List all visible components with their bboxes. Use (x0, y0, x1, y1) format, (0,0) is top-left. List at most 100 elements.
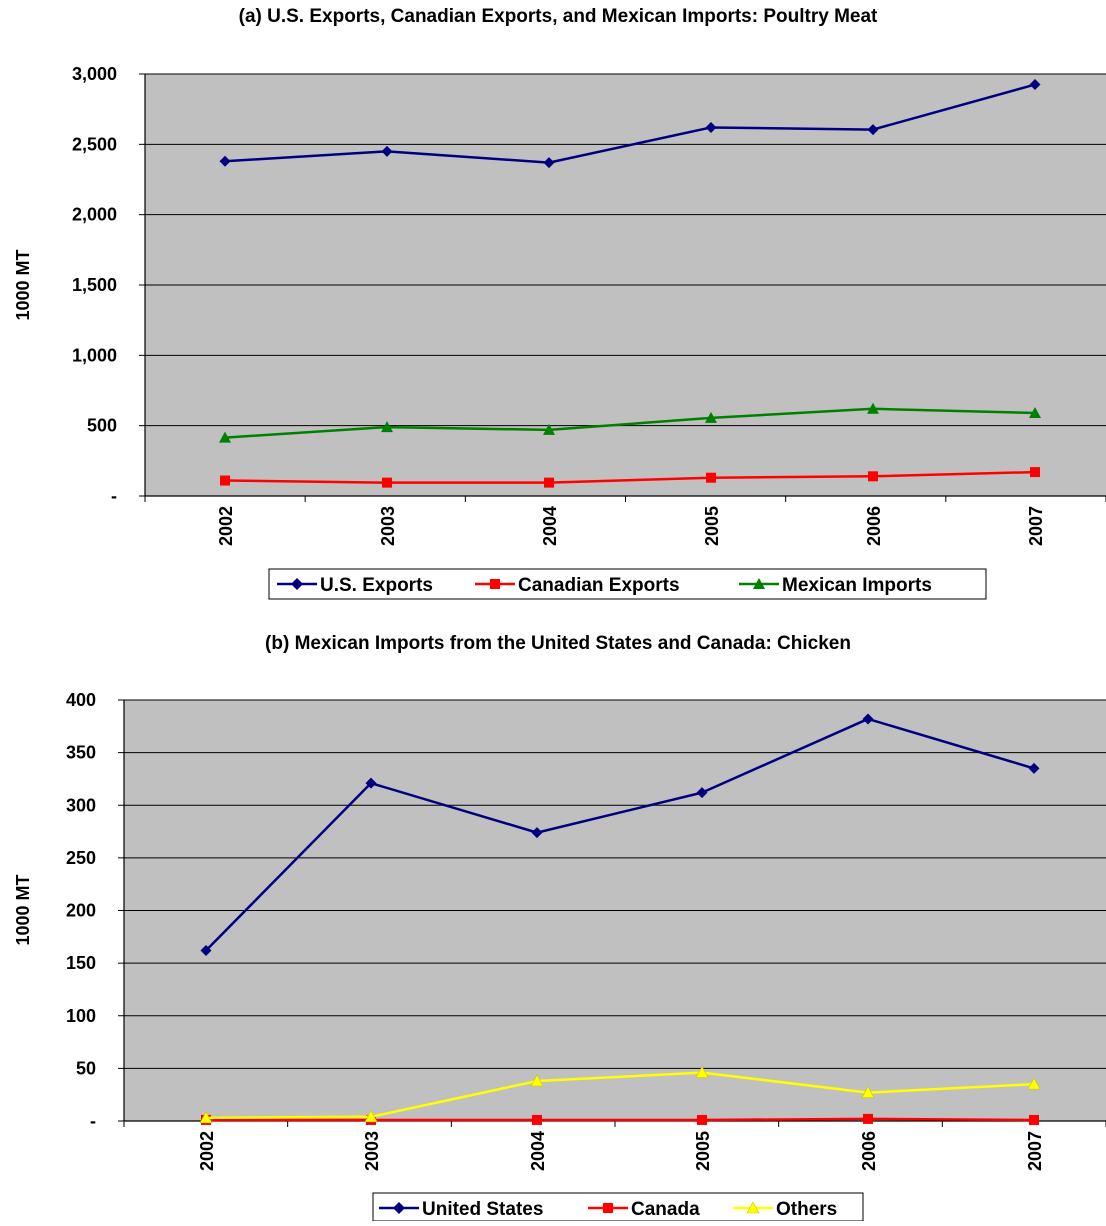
chart-a-legend: U.S. Exports Canadian Exports Mexican Im… (268, 568, 987, 600)
chart-b-series-0-point-2 (531, 827, 543, 839)
chart-a-gridlines (145, 73, 1106, 427)
chart-b-series-1-point-3 (697, 1114, 707, 1125)
chart-a-legend-item-2: Mexican Imports (739, 575, 932, 596)
chart-b-series-1-point-4 (863, 1113, 873, 1124)
chart-b-series-line-1 (206, 1117, 1035, 1122)
chart-b-x-tick-label: 2005 (693, 1131, 713, 1171)
chart-a-series-1-point-3 (706, 472, 716, 483)
chart-b-series-1-point-5 (1029, 1114, 1039, 1125)
chart-a-y-tick-label: 2,500 (72, 134, 117, 154)
chart-b-y-tick-label: 250 (66, 848, 96, 868)
chart-a-series-0-point-2 (543, 157, 555, 169)
chart-b-x-tick-label: 2002 (197, 1131, 217, 1171)
chart-b-x-tick-label: 2007 (1025, 1131, 1045, 1171)
chart-b-series-0-point-0 (200, 944, 212, 956)
chart-b-y-tick-label: - (90, 1111, 96, 1131)
chart-b-legend-item-2: Others (733, 1199, 837, 1220)
chart-b-series-0-point-5 (1028, 762, 1040, 774)
chart-a-title: (a) U.S. Exports, Canadian Exports, and … (239, 6, 878, 27)
chart-a-y-tick-label: 1,000 (72, 345, 117, 365)
chart-b-series-2-point-3 (695, 1065, 709, 1078)
chart-a-x-tick-label: 2003 (378, 506, 398, 546)
chart-a-series-1-point-2 (544, 477, 554, 488)
chart-a-x-tick-label: 2006 (864, 506, 884, 546)
chart-a-legend-label-0: U.S. Exports (320, 575, 433, 596)
chart-b-x-tick-label: 2003 (362, 1131, 382, 1171)
chart-b-y-axis-title: 1000 MT (13, 874, 33, 945)
chart-a-axes (139, 73, 1106, 502)
chart-a-series-0-point-0 (219, 155, 231, 167)
chart-b-y-tick-label: 150 (66, 953, 96, 973)
chart-a-legend-label-1: Canadian Exports (518, 575, 680, 596)
chart-a-series (219, 79, 1041, 488)
chart-b-series-line-2 (205, 1071, 1035, 1120)
chart-b-series-2-point-5 (1027, 1077, 1041, 1090)
chart-b-series-1-point-2 (532, 1114, 542, 1125)
chart-b-y-tick-label: 100 (66, 1006, 96, 1026)
chart-a-series-1-point-1 (382, 477, 392, 488)
legend-triangle-marker (753, 578, 765, 589)
chart-b-gridlines (124, 699, 1106, 1069)
chart-b-series-0-point-3 (696, 787, 708, 799)
chart-a-series-2-point-0 (219, 431, 231, 443)
chart-a-series-line-1 (224, 470, 1036, 484)
chart-b-series (199, 713, 1041, 1125)
chart-a-series-1-point-4 (868, 471, 878, 482)
chart-a-series-2-point-2 (543, 423, 555, 435)
chart-a-legend-item-0: U.S. Exports (277, 575, 433, 596)
legend-diamond-marker (291, 578, 303, 590)
legend-square-marker (490, 579, 500, 589)
chart-b-series-2-point-0 (199, 1111, 213, 1124)
chart-a-y-tick-label: - (111, 486, 117, 506)
chart-a-series-2-point-3 (705, 411, 717, 423)
chart-a-x-tick-label: 2005 (702, 506, 722, 546)
chart-b-y-tick-labels: - 50 100 150 200 250 300 350 400 (66, 690, 96, 1131)
chart-b-series-2-point-1 (364, 1110, 378, 1123)
chart-a-series-line-0 (224, 83, 1036, 164)
chart-b-series-0-point-1 (365, 777, 377, 789)
chart-a-legend-label-2: Mexican Imports (782, 575, 932, 596)
chart-a-x-tick-label: 2007 (1026, 506, 1046, 546)
chart-b-title: (b) Mexican Imports from the United Stat… (265, 633, 851, 654)
chart-b-y-tick-label: 350 (66, 743, 96, 763)
legend-square-marker (603, 1203, 613, 1213)
chart-a-series-line-2 (224, 407, 1036, 439)
chart-b-series-2-point-2 (530, 1074, 544, 1087)
legend-diamond-marker (393, 1202, 405, 1214)
chart-a-series-1-point-5 (1030, 467, 1040, 478)
chart-b-legend-label-2: Others (776, 1199, 837, 1220)
chart-a-y-tick-label: 500 (87, 416, 117, 436)
chart-a-series-1-point-0 (220, 475, 230, 486)
chart-b-series-2-point-4 (861, 1085, 875, 1098)
chart-b-x-tick-labels: 2002 2003 2004 2005 2006 2007 (197, 1131, 1045, 1171)
legend-triangle-marker (746, 1201, 760, 1214)
chart-a: (a) U.S. Exports, Canadian Exports, and … (13, 6, 1106, 600)
chart-a-legend-box (268, 568, 987, 600)
chart-b-series-line-0 (205, 717, 1035, 952)
chart-a-series-0-point-1 (381, 145, 393, 157)
chart-a-legend-item-1: Canadian Exports (475, 575, 680, 596)
chart-a-series-0-point-3 (705, 121, 717, 133)
chart-b-y-tick-label: 50 (76, 1058, 96, 1078)
chart-a-series-0-point-5 (1029, 79, 1041, 91)
chart-b: (b) Mexican Imports from the United Stat… (13, 633, 1106, 1222)
chart-a-series-2-point-5 (1029, 407, 1041, 419)
chart-a-y-axis-title: 1000 MT (13, 249, 33, 320)
chart-a-series-2-point-4 (867, 402, 879, 414)
chart-b-legend-item-1: Canada (588, 1199, 700, 1220)
chart-a-x-tick-label: 2004 (540, 506, 560, 546)
chart-a-y-tick-label: 3,000 (72, 64, 117, 84)
chart-a-series-0-point-4 (867, 124, 879, 136)
chart-b-legend-item-0: United States (379, 1199, 543, 1220)
chart-a-x-tick-label: 2002 (216, 506, 236, 546)
chart-b-legend-label-0: United States (422, 1199, 543, 1220)
chart-b-x-tick-label: 2006 (859, 1131, 879, 1171)
chart-b-y-tick-label: 200 (66, 901, 96, 921)
chart-b-legend: United States Canada Others (372, 1192, 864, 1222)
chart-a-y-tick-labels: - 500 1,000 1,500 2,000 2,500 3,000 (72, 64, 117, 506)
chart-b-series-0-point-4 (862, 713, 874, 725)
chart-a-x-tick-labels: 2002 2003 2004 2005 2006 2007 (216, 506, 1046, 546)
chart-b-y-tick-label: 400 (66, 690, 96, 710)
chart-a-series-2-point-1 (381, 421, 393, 433)
